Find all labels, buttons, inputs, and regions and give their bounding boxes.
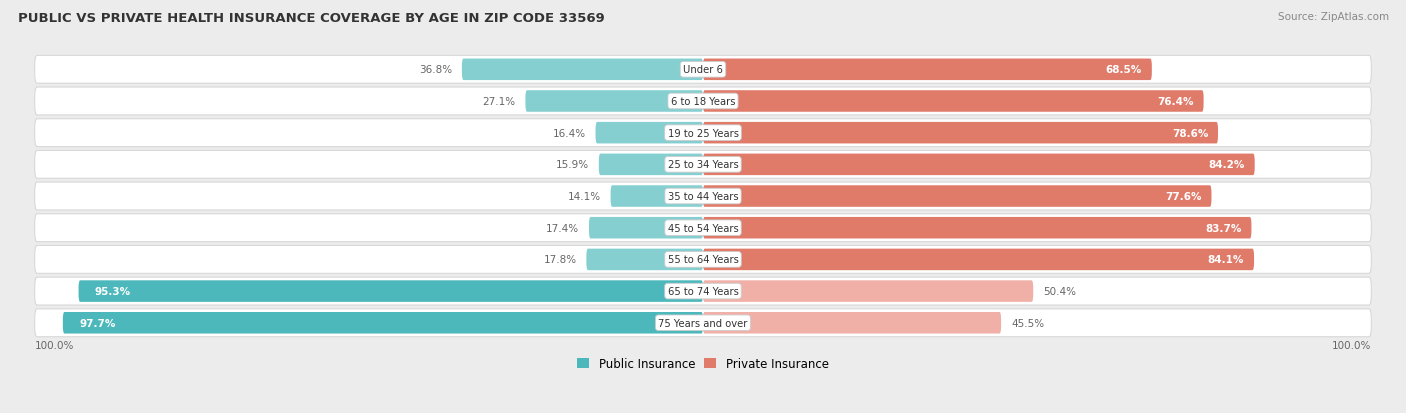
- FancyBboxPatch shape: [35, 214, 1371, 242]
- Text: 50.4%: 50.4%: [1043, 286, 1076, 297]
- FancyBboxPatch shape: [586, 249, 703, 271]
- FancyBboxPatch shape: [35, 309, 1371, 337]
- Text: Source: ZipAtlas.com: Source: ZipAtlas.com: [1278, 12, 1389, 22]
- FancyBboxPatch shape: [35, 246, 1371, 274]
- Text: 68.5%: 68.5%: [1105, 65, 1142, 75]
- FancyBboxPatch shape: [35, 151, 1371, 179]
- FancyBboxPatch shape: [703, 59, 1152, 81]
- Text: 100.0%: 100.0%: [35, 340, 75, 350]
- Text: 17.8%: 17.8%: [543, 255, 576, 265]
- Text: 95.3%: 95.3%: [96, 286, 131, 297]
- Text: 16.4%: 16.4%: [553, 128, 586, 138]
- Text: 15.9%: 15.9%: [555, 160, 589, 170]
- FancyBboxPatch shape: [526, 91, 703, 112]
- FancyBboxPatch shape: [35, 119, 1371, 147]
- FancyBboxPatch shape: [63, 312, 703, 334]
- Text: 75 Years and over: 75 Years and over: [658, 318, 748, 328]
- Text: 35 to 44 Years: 35 to 44 Years: [668, 192, 738, 202]
- Text: 77.6%: 77.6%: [1166, 192, 1202, 202]
- FancyBboxPatch shape: [703, 281, 1033, 302]
- Text: Under 6: Under 6: [683, 65, 723, 75]
- FancyBboxPatch shape: [35, 183, 1371, 211]
- Text: 17.4%: 17.4%: [546, 223, 579, 233]
- Text: 100.0%: 100.0%: [1331, 340, 1371, 350]
- FancyBboxPatch shape: [703, 123, 1218, 144]
- FancyBboxPatch shape: [35, 88, 1371, 116]
- Text: 45.5%: 45.5%: [1011, 318, 1045, 328]
- FancyBboxPatch shape: [589, 217, 703, 239]
- FancyBboxPatch shape: [703, 91, 1204, 112]
- Text: 14.1%: 14.1%: [568, 192, 600, 202]
- Text: 76.4%: 76.4%: [1157, 97, 1194, 107]
- Legend: Public Insurance, Private Insurance: Public Insurance, Private Insurance: [572, 352, 834, 375]
- Text: 55 to 64 Years: 55 to 64 Years: [668, 255, 738, 265]
- FancyBboxPatch shape: [610, 186, 703, 207]
- FancyBboxPatch shape: [35, 56, 1371, 84]
- Text: PUBLIC VS PRIVATE HEALTH INSURANCE COVERAGE BY AGE IN ZIP CODE 33569: PUBLIC VS PRIVATE HEALTH INSURANCE COVER…: [18, 12, 605, 25]
- Text: 6 to 18 Years: 6 to 18 Years: [671, 97, 735, 107]
- Text: 45 to 54 Years: 45 to 54 Years: [668, 223, 738, 233]
- FancyBboxPatch shape: [703, 249, 1254, 271]
- FancyBboxPatch shape: [35, 278, 1371, 305]
- Text: 65 to 74 Years: 65 to 74 Years: [668, 286, 738, 297]
- FancyBboxPatch shape: [599, 154, 703, 176]
- Text: 84.2%: 84.2%: [1209, 160, 1244, 170]
- Text: 27.1%: 27.1%: [482, 97, 516, 107]
- Text: 78.6%: 78.6%: [1171, 128, 1208, 138]
- FancyBboxPatch shape: [596, 123, 703, 144]
- FancyBboxPatch shape: [703, 312, 1001, 334]
- Text: 97.7%: 97.7%: [79, 318, 115, 328]
- FancyBboxPatch shape: [703, 186, 1212, 207]
- FancyBboxPatch shape: [703, 154, 1254, 176]
- FancyBboxPatch shape: [79, 281, 703, 302]
- Text: 36.8%: 36.8%: [419, 65, 453, 75]
- FancyBboxPatch shape: [703, 217, 1251, 239]
- Text: 84.1%: 84.1%: [1208, 255, 1244, 265]
- Text: 83.7%: 83.7%: [1205, 223, 1241, 233]
- Text: 19 to 25 Years: 19 to 25 Years: [668, 128, 738, 138]
- Text: 25 to 34 Years: 25 to 34 Years: [668, 160, 738, 170]
- FancyBboxPatch shape: [463, 59, 703, 81]
